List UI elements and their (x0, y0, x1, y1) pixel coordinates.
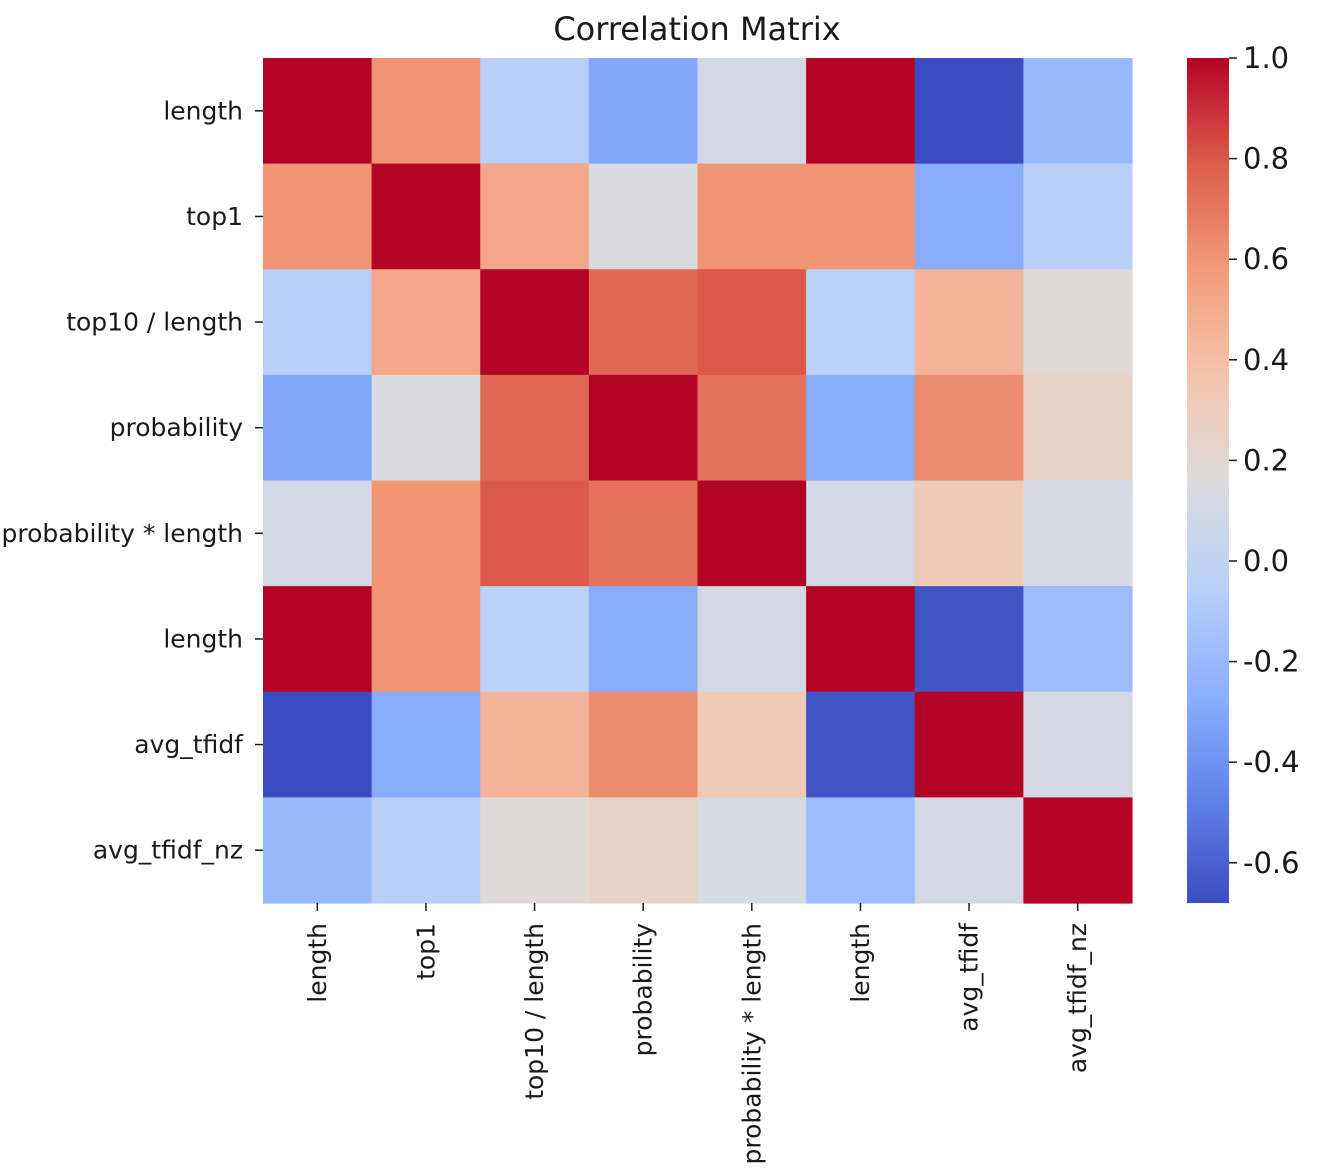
heatmap-cell-r4-c7 (1023, 480, 1133, 587)
heatmap-cell-r5-c2 (480, 586, 590, 693)
x-tick-label: probability (629, 923, 658, 1057)
heatmap-cell-r7-c7 (1023, 797, 1133, 904)
heatmap-cell-r5-c5 (806, 586, 916, 693)
colorbar-tick-label: -0.4 (1243, 745, 1300, 779)
y-tick-label: probability (110, 413, 244, 442)
heatmap-cell-r2-c1 (371, 269, 481, 376)
heatmap-cell-r1-c2 (480, 163, 590, 270)
heatmap-cell-r2-c6 (914, 269, 1024, 376)
heatmap-cell-r6-c2 (480, 691, 590, 798)
chart-title: Correlation Matrix (553, 10, 840, 48)
colorbar-tick-label: 0.6 (1243, 242, 1289, 276)
x-tick-label: avg_tfidf (955, 922, 984, 1032)
heatmap-cell-r4-c0 (263, 480, 373, 587)
heatmap-cell-r7-c5 (806, 797, 916, 904)
heatmap-cell-r7-c6 (914, 797, 1024, 904)
colorbar-tick-label: 1.0 (1243, 41, 1289, 75)
heatmap-cell-r7-c4 (697, 797, 807, 904)
colorbar-tick-label: -0.2 (1243, 645, 1300, 679)
x-tick-label: top10 / length (520, 923, 549, 1100)
heatmap-cell-r6-c3 (588, 691, 699, 798)
heatmap-cell-r4-c2 (480, 480, 590, 587)
x-tick-label: length (303, 923, 332, 1003)
heatmap-cell-r1-c1 (371, 163, 481, 270)
heatmap-cell-r1-c5 (806, 163, 916, 270)
heatmap-cell-r3-c1 (371, 374, 481, 482)
heatmap-cell-r1-c6 (914, 163, 1024, 270)
heatmap-cell-r1-c7 (1023, 163, 1133, 270)
y-tick-label: avg_tfidf (134, 730, 244, 759)
heatmap-cell-r3-c2 (480, 374, 590, 482)
heatmap-cell-r0-c3 (588, 58, 699, 165)
heatmap-cell-r5-c1 (371, 586, 481, 693)
y-tick-label: top10 / length (66, 308, 243, 337)
heatmap-cell-r2-c7 (1023, 269, 1133, 376)
heatmap-cell-r3-c7 (1023, 374, 1133, 482)
colorbar: 1.0 0.8 0.6 0.4 0.2 0.0 -0.2 -0.4 -0.6 (1187, 41, 1300, 903)
heatmap-cell-r4-c6 (914, 480, 1024, 587)
colorbar-tick-label: -0.6 (1243, 846, 1300, 880)
heatmap-cell-r3-c0 (263, 374, 373, 482)
heatmap-cell-r0-c7 (1023, 58, 1133, 165)
heatmap-cell-r5-c4 (697, 586, 807, 693)
heatmap-cell-r2-c0 (263, 269, 373, 376)
heatmap-cell-r5-c7 (1023, 586, 1133, 693)
heatmap-cell-r7-c0 (263, 797, 373, 904)
heatmap-cell-r0-c2 (480, 58, 590, 165)
colorbar-tick-label: 0.4 (1243, 343, 1289, 377)
y-tick-label: avg_tfidf_nz (93, 836, 243, 865)
heatmap-cell-r5-c3 (588, 586, 699, 693)
heatmap-cell-r2-c2 (480, 269, 590, 376)
x-tick-label: top1 (411, 923, 440, 980)
heatmap-cell-r6-c6 (914, 691, 1024, 798)
heatmap-cell-r3-c6 (914, 374, 1024, 482)
heatmap-cell-r4-c4 (697, 480, 807, 587)
heatmap-cell-r1-c4 (697, 163, 807, 270)
heatmap-cell-r5-c0 (263, 586, 373, 693)
heatmap-cell-r3-c5 (806, 374, 916, 482)
colorbar-gradient (1187, 58, 1229, 903)
heatmap-cell-r6-c7 (1023, 691, 1133, 798)
colorbar-tick-label: 0.8 (1243, 142, 1289, 176)
colorbar-tick-label: 0.2 (1243, 443, 1289, 477)
heatmap-cell-r7-c1 (371, 797, 481, 904)
heatmap-cell-r1-c3 (588, 163, 699, 270)
colorbar-tick-label: 0.0 (1243, 544, 1289, 578)
y-tick-label: length (163, 624, 243, 653)
heatmap-cell-r3-c3 (588, 374, 699, 482)
x-tick-label: length (846, 923, 875, 1003)
heatmap-cell-r0-c0 (263, 58, 373, 165)
heatmap-cells (263, 58, 1133, 904)
heatmap-cell-r6-c5 (806, 691, 916, 798)
heatmap-cell-r2-c5 (806, 269, 916, 376)
heatmap-cell-r0-c4 (697, 58, 807, 165)
heatmap-cell-r0-c1 (371, 58, 481, 165)
heatmap-cell-r6-c1 (371, 691, 481, 798)
heatmap-cell-r6-c4 (697, 691, 807, 798)
y-axis-tick-labels: length top1 top10 / length probability proba… (2, 96, 263, 865)
x-tick-label: probability * length (737, 923, 766, 1164)
heatmap-cell-r5-c6 (914, 586, 1024, 693)
heatmap-cell-r4-c3 (588, 480, 699, 587)
heatmap-cell-r2-c3 (588, 269, 699, 376)
heatmap-cell-r7-c3 (588, 797, 699, 904)
heatmap-cell-r0-c5 (806, 58, 916, 165)
heatmap-cell-r3-c4 (697, 374, 807, 482)
x-axis-tick-labels: length top1 top10 / length probability proba… (303, 903, 1092, 1164)
x-tick-label: avg_tfidf_nz (1063, 923, 1092, 1073)
y-tick-label: length (163, 96, 243, 125)
y-tick-label: top1 (186, 202, 243, 231)
heatmap-cell-r4-c1 (371, 480, 481, 587)
heatmap-cell-r4-c5 (806, 480, 916, 587)
heatmap-cell-r1-c0 (263, 163, 373, 270)
heatmap-cell-r7-c2 (480, 797, 590, 904)
y-tick-label: probability * length (2, 519, 243, 548)
heatmap-cell-r2-c4 (697, 269, 807, 376)
heatmap-cell-r6-c0 (263, 691, 373, 798)
heatmap-cell-r0-c6 (914, 58, 1024, 165)
